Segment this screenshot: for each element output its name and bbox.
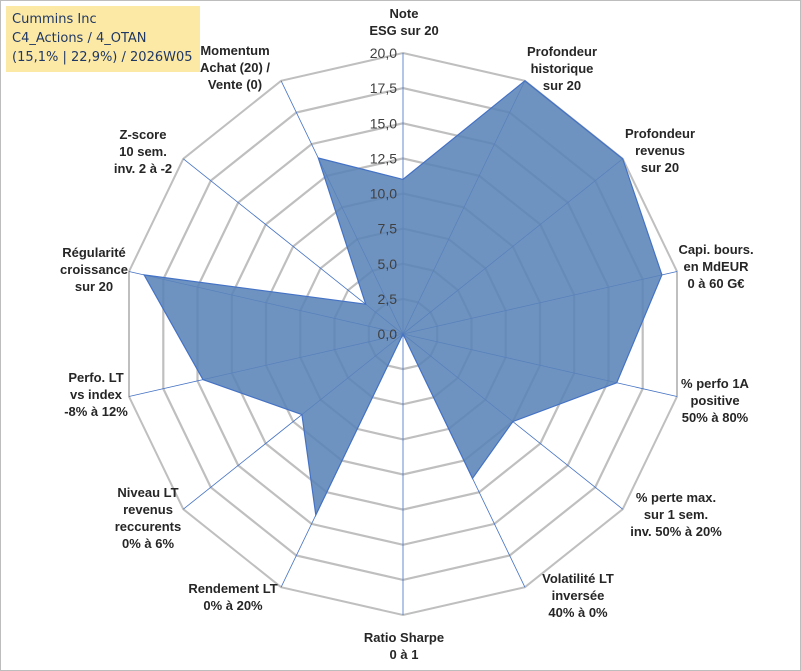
title-stats: (15,1% | 22,9%) / 2026W05 [12,50,193,65]
axis-label: Momentum Achat (20) / Vente (0) [200,43,270,92]
tick-label: 17,5 [370,80,397,96]
axis-label: Rendement LT 0% à 20% [188,581,277,613]
tick-label: 15,0 [370,115,397,131]
tick-label: 5,0 [378,256,398,272]
tick-label: 20,0 [370,45,397,61]
chart-title-box: Cummins Inc C4_Actions / 4_OTAN (15,1% |… [6,6,200,72]
axis-label: Capi. bours. en MdEUR 0 à 60 G€ [678,242,753,291]
axis-label: Perfo. LT vs index -8% à 12% [64,370,128,419]
tick-label: 0,0 [378,326,398,342]
title-company: Cummins Inc [12,12,97,27]
axis-label: Note ESG sur 20 [369,6,438,38]
tick-label: 7,5 [378,221,398,237]
axis-label: Profondeur historique sur 20 [527,44,597,93]
axis-label: % perte max. sur 1 sem. inv. 50% à 20% [630,490,722,539]
axis-label: Z-score 10 sem. inv. 2 à -2 [114,127,172,176]
axis-label: Niveau LT revenus reccurents 0% à 6% [115,485,181,551]
tick-label: 10,0 [370,186,397,202]
axis-label: % perfo 1A positive 50% à 80% [681,376,750,425]
axis-label: Volatilité LT inversée 40% à 0% [542,571,614,620]
series-area [142,80,663,518]
tick-label: 12,5 [370,150,397,166]
axis-label: Profondeur revenus sur 20 [625,126,695,175]
title-portfolio: C4_Actions / 4_OTAN [12,31,147,46]
axis-label: Ratio Sharpe 0 à 1 [364,630,444,662]
axis-label: Régularité croissance sur 20 [60,245,128,294]
tick-label: 2,5 [378,291,398,307]
